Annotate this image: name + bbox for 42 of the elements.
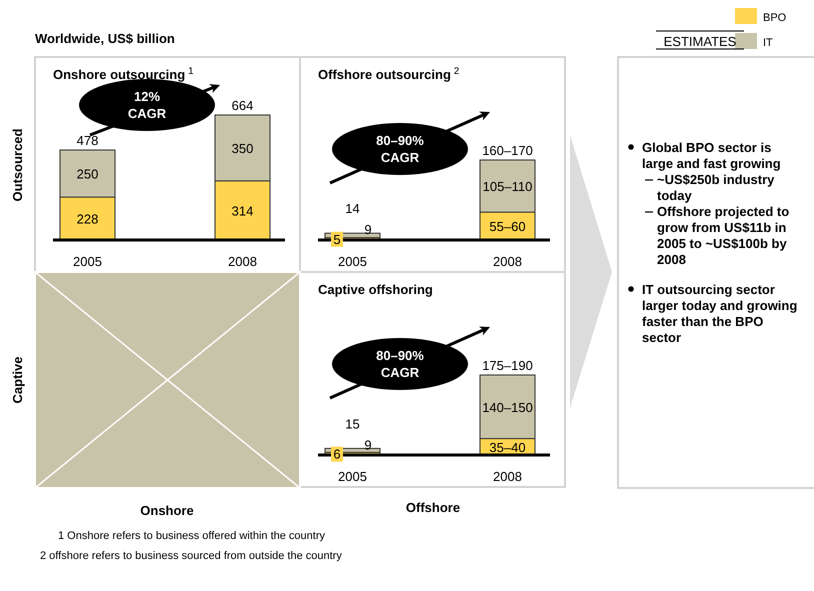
data-label: 105–110: [482, 179, 532, 194]
text: ESTIMATES: [664, 34, 737, 49]
text: Worldwide, US$ billion: [35, 31, 175, 46]
chart-title: Offshore outsourcing$^{2}$: [318, 66, 460, 82]
annotation: 80–90% CAGR: [376, 348, 424, 380]
data-label: 5: [333, 232, 341, 247]
data-label: 228: [76, 212, 98, 227]
x-tick-label: 2005: [338, 254, 367, 269]
text: Onshore: [140, 503, 194, 518]
x-tick-label: 2008: [493, 254, 522, 269]
x-tick-label: 2008: [228, 254, 257, 269]
data-label: 314: [232, 203, 254, 218]
x-tick-label: 2005: [338, 469, 367, 484]
annotation: 80–90% CAGR: [376, 133, 424, 165]
text: ~US$250b industry today: [657, 172, 776, 203]
text: 2 offshore refers to business sourced from outside the country: [40, 550, 342, 562]
text: Offshore projected to grow from US$11b in 2005 to ~US$100b by 2008: [657, 204, 790, 267]
total-label: 478: [76, 133, 98, 148]
data-label: 140–150: [482, 400, 533, 415]
text: Offshore: [406, 500, 460, 515]
annotation: 12% CAGR: [128, 89, 167, 121]
legend-label: IT: [763, 37, 774, 49]
x-tick-label: 2005: [73, 254, 102, 269]
total-label: 160–170: [482, 143, 533, 158]
data-label: 55–60: [489, 219, 526, 234]
chart-title: Onshore outsourcing$^{1}$: [53, 66, 194, 82]
text: Global BPO sector is large and fast growing: [642, 140, 781, 171]
total-label: 175–190: [482, 358, 533, 373]
legend-label: BPO: [763, 12, 787, 24]
data-label: 350: [232, 140, 254, 156]
text: Outsourced: [10, 128, 25, 202]
text: Captive: [10, 356, 25, 404]
data-label: 35–40: [489, 440, 526, 455]
data-label: 6: [333, 446, 341, 462]
text: 1 Onshore refers to business offered within the country: [58, 530, 326, 542]
text: IT outsourcing sector larger today and growing faster than the BPO sector: [642, 282, 798, 345]
x-tick-label: 2008: [493, 469, 522, 484]
data-label: 250: [76, 166, 98, 182]
total-label: 14: [345, 201, 360, 216]
chart-title: Captive offshoring: [318, 282, 433, 297]
total-label: 664: [232, 98, 254, 113]
total-label: 15: [345, 416, 360, 432]
